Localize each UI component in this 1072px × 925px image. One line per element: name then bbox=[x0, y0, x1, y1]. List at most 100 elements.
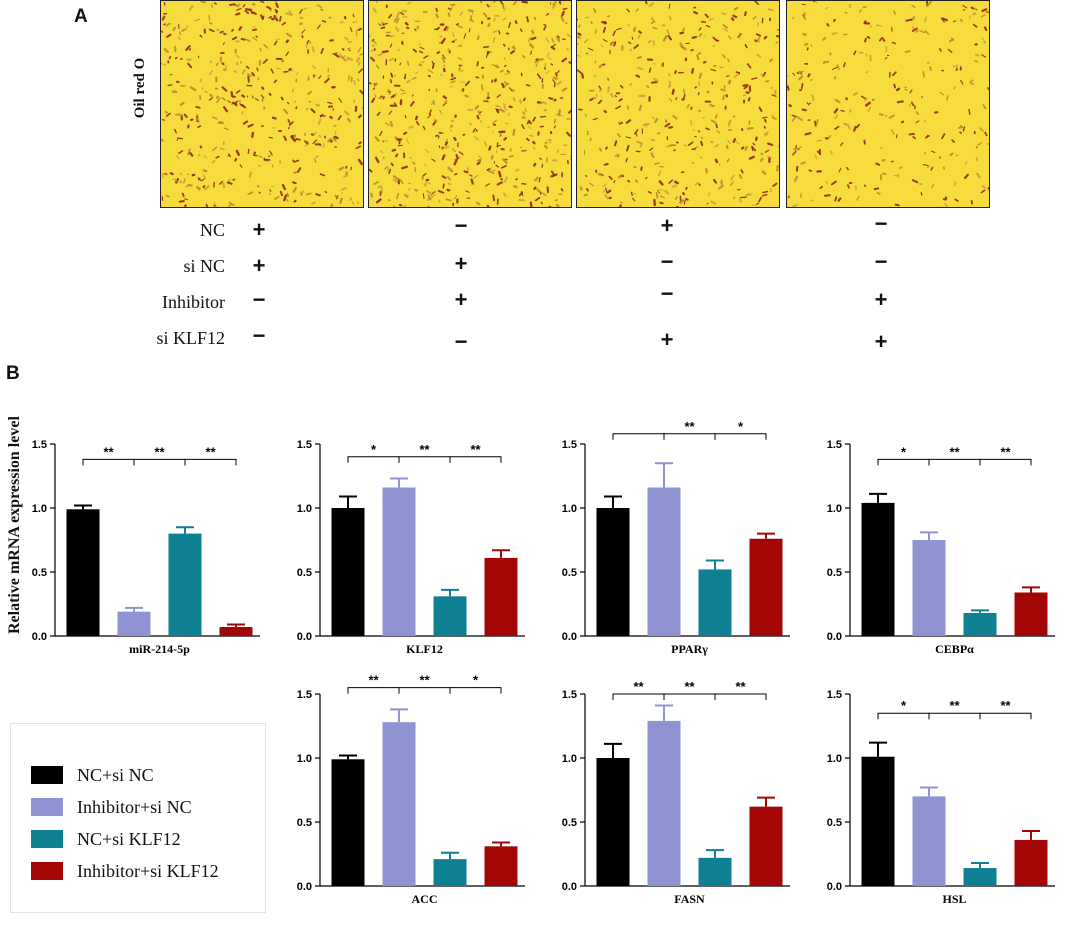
significance-bracket bbox=[449, 687, 502, 694]
significance-label: * bbox=[473, 673, 479, 688]
y-tick-label: 1.5 bbox=[562, 439, 577, 451]
y-tick-label: 0.0 bbox=[32, 631, 47, 643]
bar bbox=[698, 857, 732, 886]
significance-bracket bbox=[612, 433, 665, 440]
stained-cells bbox=[787, 1, 989, 207]
condition-label-inhibitor: Inhibitor bbox=[162, 292, 225, 312]
bar bbox=[596, 758, 630, 886]
y-tick-label: 0.5 bbox=[297, 817, 312, 829]
chart-acc: 0.0 0.5 1.0 1.5 ** ** * ACC bbox=[265, 650, 527, 912]
legend-label: Inhibitor+si NC bbox=[77, 796, 192, 817]
y-tick-label: 1.5 bbox=[827, 689, 842, 701]
significance-bracket bbox=[347, 456, 400, 463]
significance-bracket bbox=[347, 687, 400, 694]
significance-bracket bbox=[714, 693, 767, 700]
sign-inhibitor-1: − bbox=[252, 287, 266, 312]
y-tick-label: 0.5 bbox=[562, 567, 577, 579]
y-tick-label: 1.5 bbox=[297, 689, 312, 701]
y-tick-label: 0.0 bbox=[297, 881, 312, 893]
significance-bracket bbox=[449, 456, 502, 463]
x-axis-label: ACC bbox=[412, 892, 438, 906]
legend-label: Inhibitor+si KLF12 bbox=[77, 860, 219, 881]
bar bbox=[382, 487, 416, 636]
bar bbox=[484, 846, 518, 886]
bar bbox=[168, 533, 202, 636]
bar bbox=[596, 508, 630, 636]
stain-background bbox=[577, 1, 779, 207]
significance-label: ** bbox=[470, 442, 481, 457]
chart-klf12: 0.0 0.5 1.0 1.5 * ** ** KLF12 bbox=[265, 400, 527, 662]
micrograph-2 bbox=[368, 0, 572, 208]
bar bbox=[698, 569, 732, 636]
legend: NC+si NC Inhibitor+si NC NC+si KLF12 Inh… bbox=[10, 723, 266, 913]
bar bbox=[331, 508, 365, 636]
significance-label: ** bbox=[949, 698, 960, 713]
legend-swatch bbox=[31, 830, 63, 848]
x-axis-label: miR-214-5p bbox=[129, 642, 190, 656]
bar bbox=[861, 502, 895, 636]
significance-label: ** bbox=[368, 673, 379, 688]
legend-label: NC+si NC bbox=[77, 764, 154, 785]
micrograph-3 bbox=[576, 0, 780, 208]
y-tick-label: 1.5 bbox=[562, 689, 577, 701]
bar bbox=[749, 806, 783, 886]
sign-nc-1: + bbox=[252, 217, 266, 242]
significance-bracket bbox=[82, 458, 135, 466]
sign-inhibitor-2: + bbox=[454, 287, 468, 312]
stain-background bbox=[787, 1, 989, 207]
bar bbox=[912, 796, 946, 886]
legend-swatch bbox=[31, 798, 63, 816]
bar bbox=[963, 868, 997, 886]
sign-nc-4: − bbox=[874, 211, 888, 236]
legend-item: Inhibitor+si KLF12 bbox=[31, 860, 219, 882]
y-tick-label: 1.0 bbox=[32, 503, 47, 515]
sign-si-nc-2: + bbox=[454, 251, 468, 276]
legend-swatch bbox=[31, 862, 63, 880]
bar bbox=[647, 487, 681, 636]
y-tick-label: 1.5 bbox=[827, 439, 842, 451]
significance-label: ** bbox=[1000, 698, 1011, 713]
sign-inhibitor-3: − bbox=[660, 281, 674, 306]
bar bbox=[331, 759, 365, 886]
x-axis-label: HSL bbox=[942, 892, 966, 906]
bar bbox=[484, 557, 518, 636]
stained-cells bbox=[369, 1, 571, 207]
y-tick-label: 0.0 bbox=[562, 881, 577, 893]
legend-item: NC+si NC bbox=[31, 764, 154, 786]
bar bbox=[861, 756, 895, 886]
significance-bracket bbox=[928, 458, 981, 466]
y-tick-label: 1.0 bbox=[297, 753, 312, 765]
significance-bracket bbox=[877, 712, 930, 720]
significance-bracket bbox=[663, 693, 716, 700]
significance-label: * bbox=[371, 442, 377, 457]
significance-bracket bbox=[979, 712, 1032, 720]
significance-bracket bbox=[398, 687, 451, 694]
legend-item: NC+si KLF12 bbox=[31, 828, 181, 850]
micrograph-1 bbox=[160, 0, 364, 208]
significance-label: ** bbox=[419, 673, 430, 688]
condition-label-nc: NC bbox=[199, 220, 225, 240]
y-tick-label: 0.5 bbox=[297, 567, 312, 579]
significance-label: ** bbox=[419, 442, 430, 457]
significance-bracket bbox=[877, 458, 930, 466]
significance-label: ** bbox=[1000, 444, 1011, 459]
x-axis-label: CEBPα bbox=[935, 642, 974, 656]
x-axis-label: FASN bbox=[674, 892, 705, 906]
condition-label-si-nc: si NC bbox=[183, 256, 225, 276]
significance-label: ** bbox=[154, 444, 165, 459]
bar bbox=[1014, 592, 1048, 636]
significance-bracket bbox=[398, 456, 451, 463]
stain-label: Oil red O bbox=[131, 57, 148, 119]
significance-bracket bbox=[663, 433, 716, 440]
bar bbox=[66, 509, 100, 636]
bar bbox=[433, 859, 467, 886]
significance-label: ** bbox=[949, 444, 960, 459]
bar bbox=[219, 627, 253, 636]
y-tick-label: 0.5 bbox=[827, 567, 842, 579]
sign-si-nc-1: + bbox=[252, 253, 266, 278]
chart-cebp-alpha: 0.0 0.5 1.0 1.5 * ** ** CEBPα bbox=[795, 400, 1057, 662]
y-tick-label: 0.0 bbox=[297, 631, 312, 643]
y-tick-label: 1.0 bbox=[827, 503, 842, 515]
sign-si-nc-4: − bbox=[874, 249, 888, 274]
condition-label-si-klf12: si KLF12 bbox=[156, 328, 225, 348]
